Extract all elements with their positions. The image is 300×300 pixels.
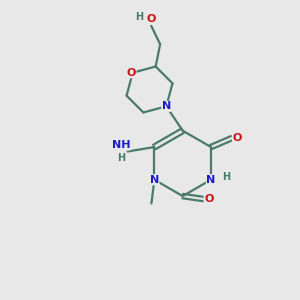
Text: N: N <box>162 101 171 111</box>
Text: O: O <box>146 14 156 24</box>
Text: O: O <box>204 194 214 204</box>
Text: H: H <box>117 153 125 163</box>
Text: O: O <box>232 133 242 143</box>
Text: N: N <box>150 175 159 185</box>
Text: H: H <box>222 172 230 182</box>
Text: O: O <box>127 68 136 78</box>
Text: NH: NH <box>112 140 130 150</box>
Text: N: N <box>206 175 216 185</box>
Text: H: H <box>135 13 143 22</box>
